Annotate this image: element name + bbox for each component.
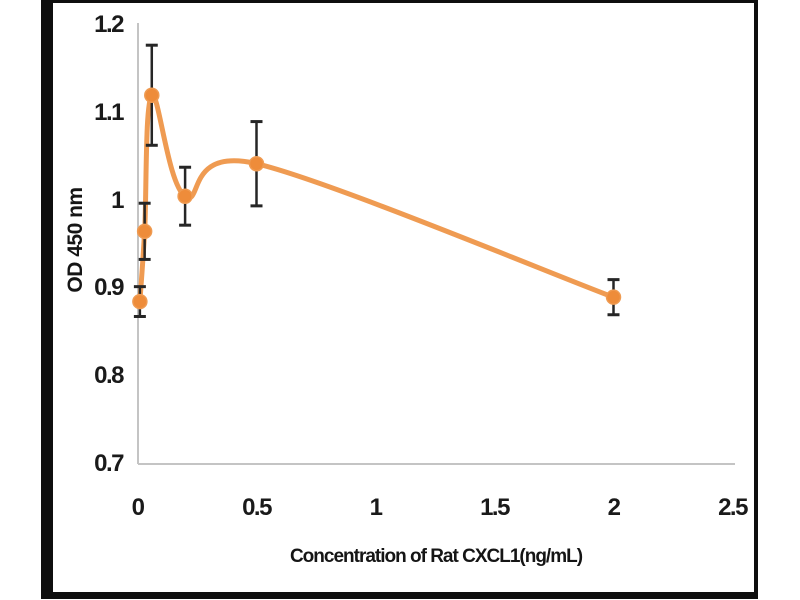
data-point-marker — [605, 289, 622, 305]
x-tick-label: 1 — [369, 494, 383, 521]
x-tick-label: 1.5 — [480, 494, 510, 521]
y-tick-label: 1 — [111, 186, 124, 214]
x-axis-title: Concentration of Rat CXCL1(ng/mL) — [289, 546, 583, 567]
chart-area: 1.2 1.1 1 0.9 0.8 0.7 0 0.5 1 1.5 2 2.5 Concentrati… — [53, 3, 754, 592]
photo-frame: 1.2 1.1 1 0.9 0.8 0.7 0 0.5 1 1.5 2 2.5 Concentrati… — [41, 0, 758, 599]
y-tick-label: 1.2 — [94, 11, 124, 38]
y-tick-label: 0.8 — [94, 362, 124, 390]
y-axis-title: OD 450 nm — [64, 187, 87, 293]
x-tick-label: 2 — [607, 494, 621, 521]
x-tick-label: 0 — [131, 494, 145, 521]
data-point-marker — [248, 155, 265, 172]
data-point-marker — [177, 188, 193, 204]
y-tick-label: 0.9 — [94, 274, 124, 302]
x-tick-label: 2.5 — [718, 494, 748, 521]
chart-canvas — [132, 23, 735, 465]
y-tick-label: 1.1 — [94, 98, 124, 126]
x-tick-label: 0.5 — [242, 494, 272, 521]
data-point-marker — [132, 293, 148, 310]
series-line — [137, 92, 616, 305]
data-point-marker — [144, 87, 160, 103]
data-point-marker — [136, 223, 153, 240]
y-tick-label: 0.7 — [94, 450, 124, 477]
